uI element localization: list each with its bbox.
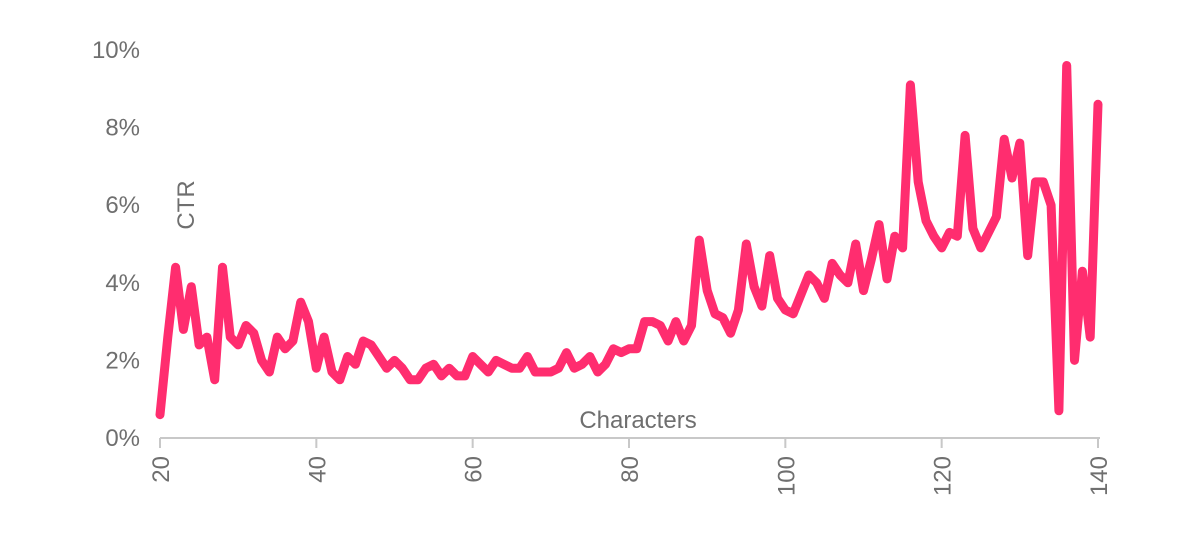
y-tick-label: 4% bbox=[105, 270, 140, 297]
x-tick-label: 60 bbox=[461, 456, 488, 483]
y-tick-label: 6% bbox=[105, 192, 140, 219]
x-tick-label: 120 bbox=[930, 456, 957, 496]
y-tick-label: 2% bbox=[105, 347, 140, 374]
x-axis-title: Characters bbox=[579, 407, 696, 434]
x-axis: 20 40 60 80 100 120 140 bbox=[148, 437, 1113, 496]
y-tick-label: 8% bbox=[105, 115, 140, 142]
ctr-series-line bbox=[155, 61, 1103, 420]
x-tick-label: 80 bbox=[617, 456, 644, 483]
x-tick-label: 20 bbox=[148, 456, 175, 483]
x-tick-label: 100 bbox=[773, 456, 800, 496]
series-layer bbox=[155, 61, 1103, 420]
y-axis-ticks: 0% 2% 4% 6% 8% 10% bbox=[92, 37, 140, 452]
x-tick-label: 140 bbox=[1086, 456, 1113, 496]
y-axis-title: CTR bbox=[173, 180, 200, 229]
x-tick-label: 40 bbox=[304, 456, 331, 483]
y-tick-label: 0% bbox=[105, 425, 140, 452]
y-tick-label: 10% bbox=[92, 37, 140, 64]
